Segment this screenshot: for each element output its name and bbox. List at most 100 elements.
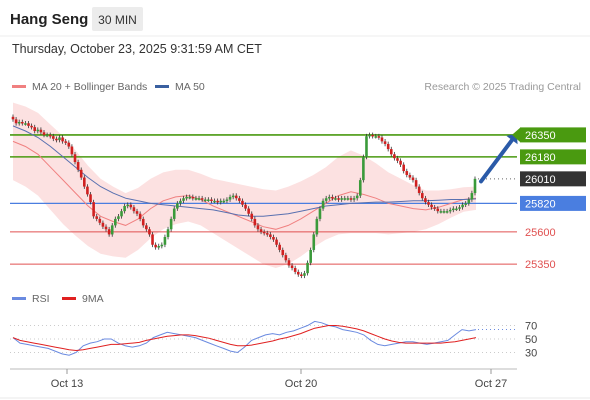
candle-body <box>427 202 430 205</box>
candle-body <box>216 200 219 203</box>
candle-body <box>114 218 117 226</box>
candle-body <box>467 199 471 204</box>
candle-body <box>110 225 114 235</box>
candle-body <box>126 204 130 207</box>
candle-body <box>213 200 216 203</box>
candle-body <box>207 199 210 202</box>
candle-body <box>303 273 306 276</box>
candle-body <box>101 222 105 227</box>
candle-body <box>278 244 281 250</box>
candle-body <box>185 196 188 199</box>
candle-body <box>259 229 263 232</box>
candle-body <box>399 160 402 165</box>
candle-body <box>160 244 164 247</box>
candle-body <box>67 142 71 147</box>
candle-body <box>337 198 340 200</box>
candle-body <box>98 218 102 223</box>
candle-body <box>154 244 157 248</box>
x-tick-label: Oct 20 <box>285 378 317 390</box>
candle-body <box>33 127 37 132</box>
candle-body <box>244 204 247 209</box>
ma50-legend-label: MA 50 <box>175 81 205 93</box>
candle-body <box>346 198 350 200</box>
candle-body <box>430 204 433 208</box>
level-value-26180: 26180 <box>525 152 556 164</box>
candle-body <box>176 203 179 209</box>
candle-body <box>42 132 46 135</box>
candle-body <box>247 208 250 214</box>
candle-body <box>21 121 24 124</box>
candle-body <box>117 216 120 219</box>
level-value-25820: 25820 <box>525 198 556 210</box>
level-value-26010: 26010 <box>525 174 556 186</box>
ma50-legend-swatch <box>155 85 169 88</box>
level-value-25600: 25600 <box>525 227 556 239</box>
candle-body <box>120 211 123 217</box>
candle-body <box>368 134 371 137</box>
candle-body <box>389 149 393 155</box>
candle-body <box>58 137 61 141</box>
rsi-ma-line <box>12 325 477 352</box>
candle-body <box>79 169 83 178</box>
candle-body <box>36 129 40 132</box>
candle-body <box>312 234 316 250</box>
candle-body <box>300 274 303 276</box>
candle-body <box>256 225 260 230</box>
candle-body <box>371 134 374 137</box>
rsi-ma-legend-label: 9MA <box>82 293 104 305</box>
candle-body <box>157 246 161 248</box>
candle-body <box>296 271 300 275</box>
candle-body <box>461 204 464 208</box>
candle-body <box>309 249 312 263</box>
price-level-labels: 26350 26180 26010 25820 25600 25350 <box>512 127 586 271</box>
candle-body <box>442 211 446 213</box>
candle-body <box>374 136 378 138</box>
rsi-tick-30: 30 <box>525 348 537 360</box>
candle-body <box>86 186 89 195</box>
bollinger-band <box>13 102 476 268</box>
candle-body <box>417 186 421 194</box>
candle-body <box>24 123 27 125</box>
candle-body <box>151 234 154 245</box>
rsi-tick-50: 50 <box>525 334 537 346</box>
candle-body <box>349 198 353 200</box>
candle-body <box>48 134 52 137</box>
forecast-arrow-shaft <box>479 138 514 184</box>
candle-body <box>424 198 427 203</box>
candle-body <box>238 198 241 201</box>
candle-body <box>197 198 201 200</box>
candle-body <box>306 262 309 274</box>
rsi-legend-label: RSI <box>32 293 50 305</box>
candle-body <box>318 208 322 219</box>
x-tick-label: Oct 27 <box>475 378 507 390</box>
candle-body <box>95 216 99 219</box>
candle-body <box>414 180 418 187</box>
candle-body <box>191 196 195 199</box>
candle-body <box>262 231 266 234</box>
candle-body <box>451 208 455 211</box>
candle-body <box>380 137 384 142</box>
level-value-25350: 25350 <box>525 259 556 271</box>
interval-badge[interactable] <box>92 7 143 31</box>
candle-body <box>362 156 365 181</box>
candle-body <box>408 174 412 178</box>
rsi-legend-swatch <box>12 297 26 300</box>
candle-body <box>405 171 409 175</box>
candle-body <box>27 123 30 126</box>
candle-body <box>203 199 207 202</box>
candle-body <box>129 204 133 208</box>
level-tag-25820 <box>520 195 586 211</box>
ma20-line <box>12 140 477 230</box>
candle-body <box>234 195 238 199</box>
candle-body <box>89 194 92 203</box>
candle-body <box>55 138 58 141</box>
candle-body <box>433 207 436 209</box>
candle-body <box>241 200 244 205</box>
candle-body <box>324 198 328 201</box>
candle-body <box>225 199 229 202</box>
candle-body <box>284 255 288 261</box>
candle-body <box>473 178 477 194</box>
candle-body <box>448 209 452 212</box>
